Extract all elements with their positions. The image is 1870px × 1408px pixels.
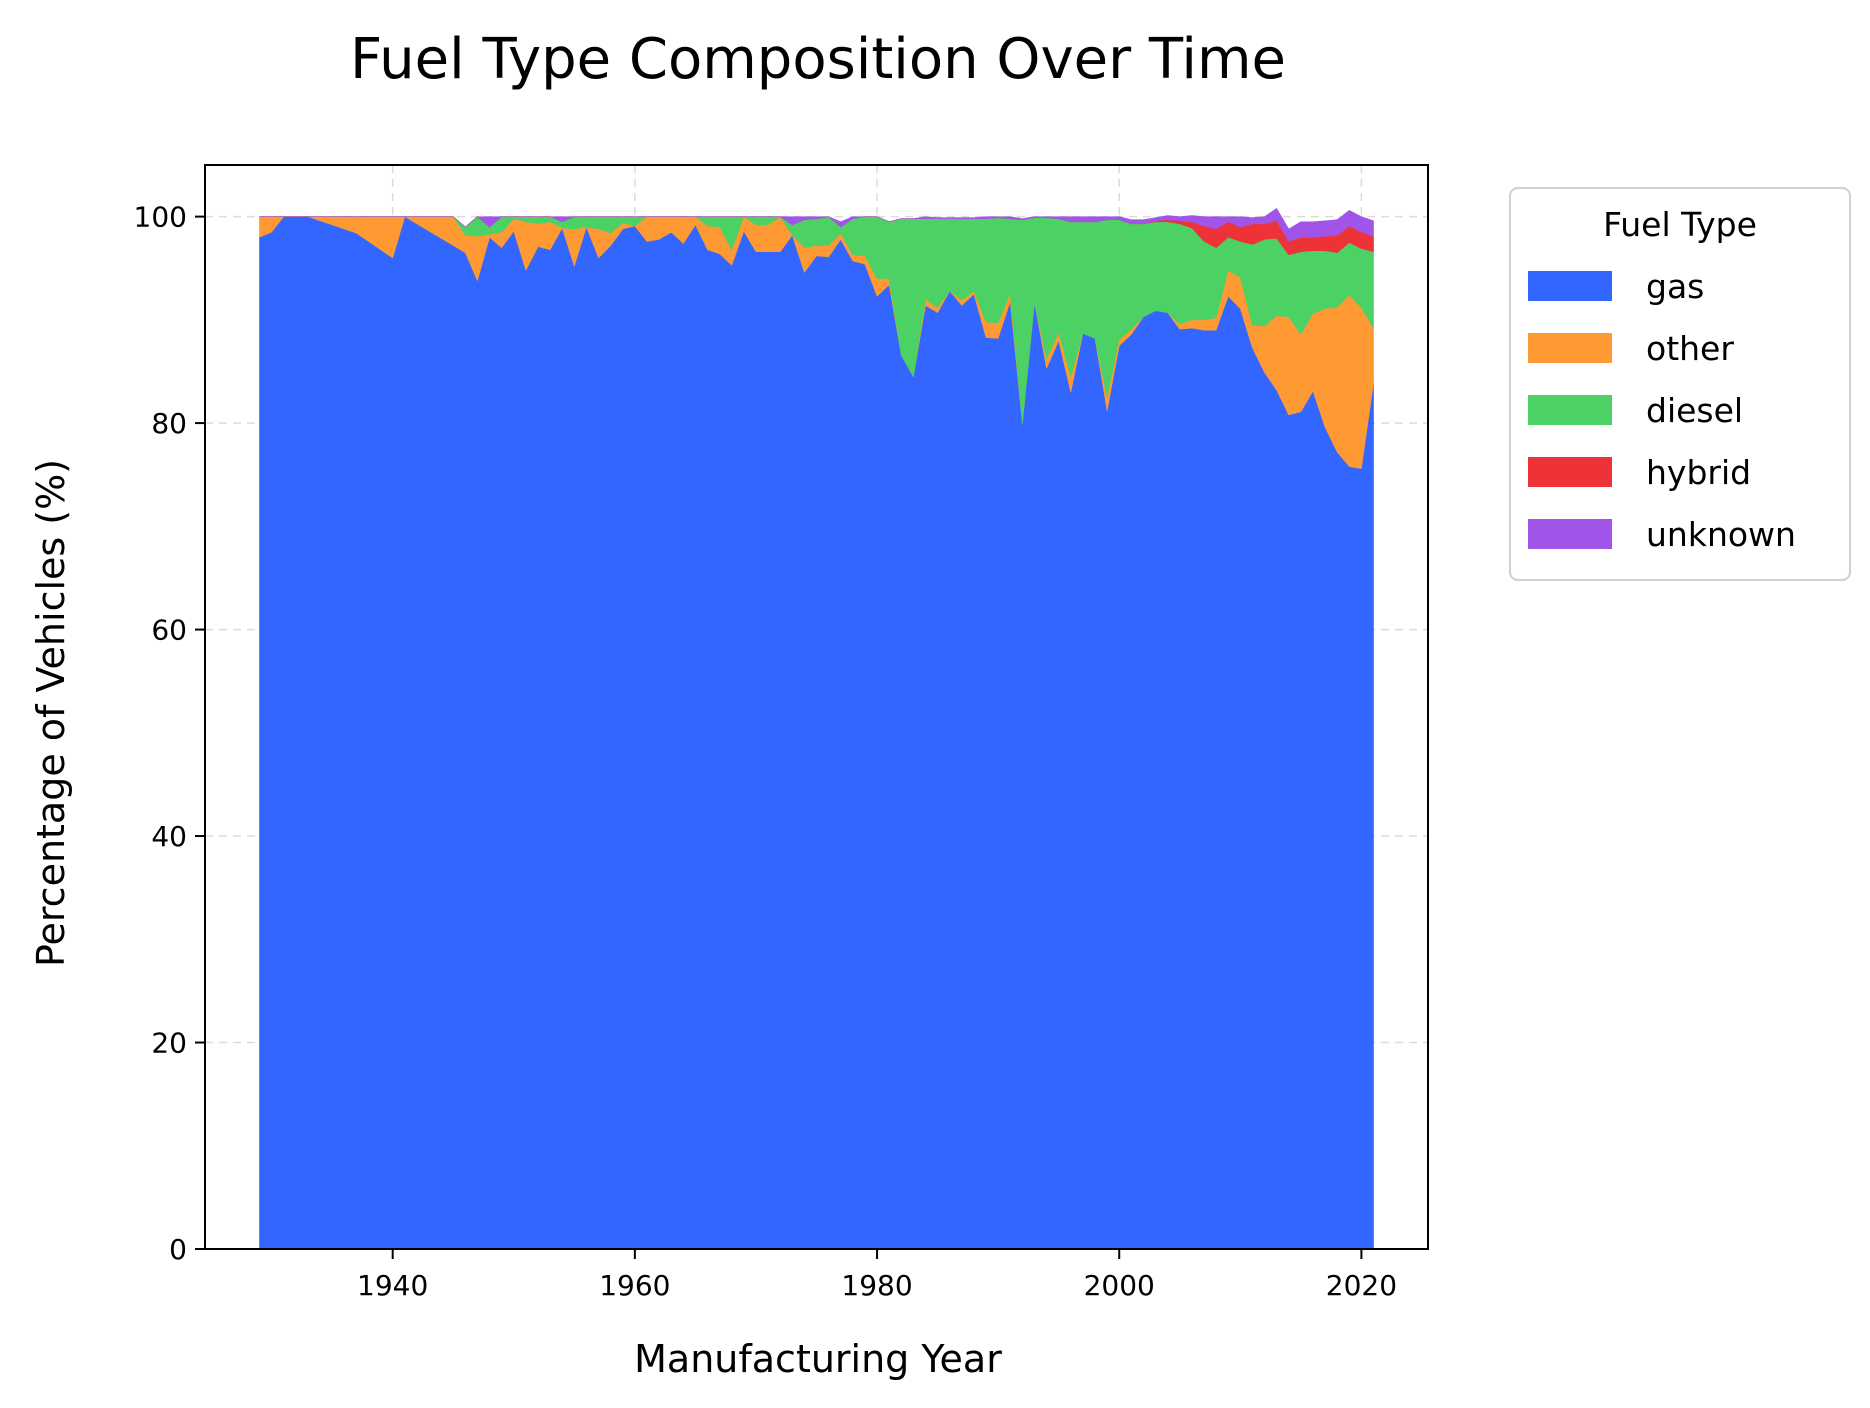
legend-swatch (1528, 271, 1612, 301)
legend-label: diesel (1646, 391, 1743, 430)
y-axis-ticks: 0 20 40 60 80 100 (134, 201, 205, 1266)
y-tick-label: 100 (134, 201, 187, 234)
legend-item-diesel: diesel (1528, 391, 1743, 430)
x-tick-label: 1980 (841, 1269, 912, 1302)
y-tick-label: 20 (151, 1027, 187, 1060)
x-tick-label: 1940 (357, 1269, 428, 1302)
x-tick-label: 1960 (599, 1269, 670, 1302)
y-tick-label: 0 (169, 1233, 187, 1266)
area-gas (259, 216, 1374, 1250)
y-axis-label: Percentage of Vehicles (%) (29, 459, 73, 967)
chart-title: Fuel Type Composition Over Time (350, 27, 1286, 92)
legend-label: other (1646, 329, 1734, 368)
x-tick-label: 2000 (1084, 1269, 1155, 1302)
legend-swatch (1528, 395, 1612, 425)
legend-title: Fuel Type (1603, 205, 1757, 244)
legend-item-hybrid: hybrid (1528, 453, 1751, 492)
y-tick-label: 40 (151, 820, 187, 853)
plot-frame (204, 164, 1429, 1250)
legend-items: gas other diesel hybrid unknown (1528, 267, 1796, 554)
legend-label: gas (1646, 267, 1704, 306)
x-axis-ticks: 1940 1960 1980 2000 2020 (357, 1249, 1397, 1302)
legend-label: unknown (1646, 515, 1796, 554)
legend-label: hybrid (1646, 453, 1751, 492)
area-unknown (259, 208, 1374, 242)
y-tick-label: 60 (151, 614, 187, 647)
y-tick-label: 80 (151, 407, 187, 440)
legend-item-other: other (1528, 329, 1734, 368)
legend-item-unknown: unknown (1528, 515, 1796, 554)
x-tick-label: 2020 (1326, 1269, 1397, 1302)
legend-swatch (1528, 519, 1612, 549)
legend-swatch (1528, 457, 1612, 487)
legend-item-gas: gas (1528, 267, 1704, 306)
x-axis-label: Manufacturing Year (634, 1337, 1002, 1381)
plot-areas (259, 208, 1374, 1250)
legend: Fuel Type gas other diesel hybrid unknown (1509, 187, 1851, 581)
legend-swatch (1528, 333, 1612, 363)
